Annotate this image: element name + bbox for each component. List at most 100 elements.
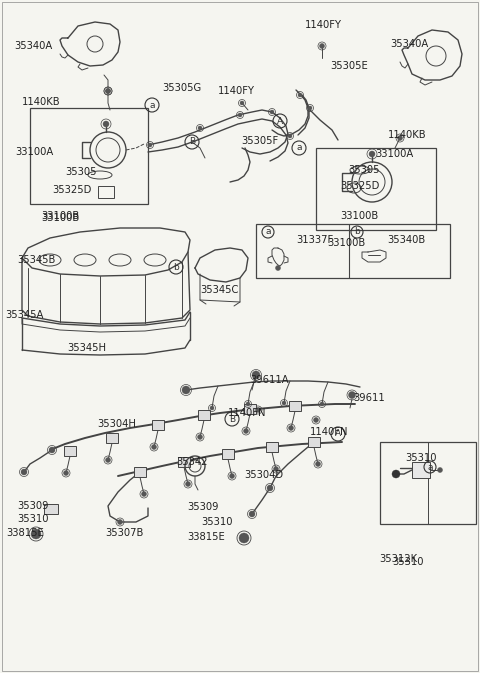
Bar (64, 446, 76, 456)
Text: 39611A: 39611A (250, 375, 288, 385)
Text: b: b (354, 227, 360, 236)
Bar (30, 108, 148, 204)
Circle shape (197, 435, 203, 439)
Circle shape (369, 151, 375, 157)
Text: 35304D: 35304D (244, 470, 283, 480)
Circle shape (106, 458, 110, 462)
Text: 35305F: 35305F (241, 136, 278, 146)
Circle shape (392, 470, 400, 478)
Circle shape (239, 533, 249, 543)
Text: 33815E: 33815E (187, 532, 225, 542)
Text: 35310: 35310 (17, 514, 48, 524)
Circle shape (320, 402, 324, 406)
Text: 35310: 35310 (405, 453, 436, 463)
Text: 35345A: 35345A (5, 310, 43, 320)
Text: 31337F: 31337F (296, 235, 333, 245)
Circle shape (397, 135, 403, 141)
Text: 33100A: 33100A (15, 147, 53, 157)
Circle shape (106, 89, 110, 94)
Circle shape (246, 402, 250, 406)
Text: 35325D: 35325D (340, 181, 379, 191)
Circle shape (313, 417, 319, 423)
Circle shape (267, 485, 273, 491)
Circle shape (182, 386, 190, 394)
Text: a: a (149, 100, 155, 110)
Bar (308, 437, 320, 447)
Bar (289, 401, 301, 411)
Circle shape (240, 101, 244, 105)
Text: b: b (173, 262, 179, 271)
Text: 1140KB: 1140KB (388, 130, 427, 140)
Circle shape (437, 468, 443, 472)
Bar (98, 186, 114, 198)
Text: A: A (277, 116, 283, 125)
Circle shape (298, 93, 302, 97)
Text: 35309: 35309 (187, 502, 218, 512)
Text: 33100B: 33100B (41, 213, 79, 223)
Text: 35304H: 35304H (97, 419, 136, 429)
Circle shape (282, 401, 286, 405)
Text: a: a (296, 143, 302, 153)
Circle shape (315, 462, 321, 466)
Circle shape (288, 134, 292, 138)
Text: 35325D: 35325D (52, 185, 91, 195)
Text: 35340A: 35340A (390, 39, 428, 49)
Circle shape (276, 266, 280, 271)
Text: 35310: 35310 (392, 557, 424, 567)
Text: 33100B: 33100B (340, 211, 378, 221)
Bar (380, 442, 476, 524)
Text: 33100B: 33100B (327, 238, 365, 248)
Circle shape (185, 481, 191, 487)
Circle shape (106, 89, 110, 94)
Circle shape (118, 520, 122, 524)
Circle shape (229, 474, 235, 479)
Circle shape (288, 425, 293, 431)
Text: B: B (189, 137, 195, 147)
Text: 1140FN: 1140FN (310, 427, 348, 437)
Circle shape (243, 429, 249, 433)
Text: 1140FY: 1140FY (218, 86, 255, 96)
Circle shape (270, 110, 274, 114)
Text: 35310: 35310 (201, 517, 232, 527)
Bar (244, 404, 256, 414)
Text: 1140KB: 1140KB (22, 97, 60, 107)
Bar (198, 410, 210, 420)
Circle shape (210, 406, 214, 410)
Circle shape (252, 371, 260, 379)
Bar (152, 420, 164, 430)
Text: 35309: 35309 (17, 501, 48, 511)
Text: 35305G: 35305G (162, 83, 201, 93)
Text: 35307B: 35307B (105, 528, 144, 538)
Circle shape (274, 466, 278, 472)
Bar (44, 504, 58, 514)
Bar (222, 449, 234, 459)
Bar (316, 148, 436, 230)
Text: 39611: 39611 (353, 393, 385, 403)
Circle shape (63, 470, 69, 476)
Text: 35305E: 35305E (330, 61, 368, 71)
Circle shape (21, 469, 27, 475)
Text: B: B (229, 415, 235, 423)
Bar (134, 467, 146, 477)
Circle shape (198, 126, 202, 130)
Text: 35340A: 35340A (14, 41, 52, 51)
Circle shape (255, 407, 261, 413)
Text: 33815E: 33815E (6, 528, 44, 538)
Text: 35305: 35305 (65, 167, 96, 177)
Bar (412, 462, 430, 478)
Text: 35345B: 35345B (17, 255, 55, 265)
Bar (178, 457, 190, 467)
Bar (256, 224, 450, 278)
Circle shape (320, 44, 324, 48)
Circle shape (142, 491, 146, 497)
Bar (266, 442, 278, 452)
Circle shape (249, 511, 255, 517)
Text: 35340B: 35340B (387, 235, 425, 245)
Text: 33100B: 33100B (41, 211, 79, 221)
Circle shape (238, 113, 242, 117)
Text: 35345C: 35345C (200, 285, 239, 295)
Text: 1140FY: 1140FY (305, 20, 342, 30)
Text: 33100A: 33100A (375, 149, 413, 159)
Text: 35342: 35342 (176, 457, 207, 467)
Circle shape (31, 529, 41, 539)
